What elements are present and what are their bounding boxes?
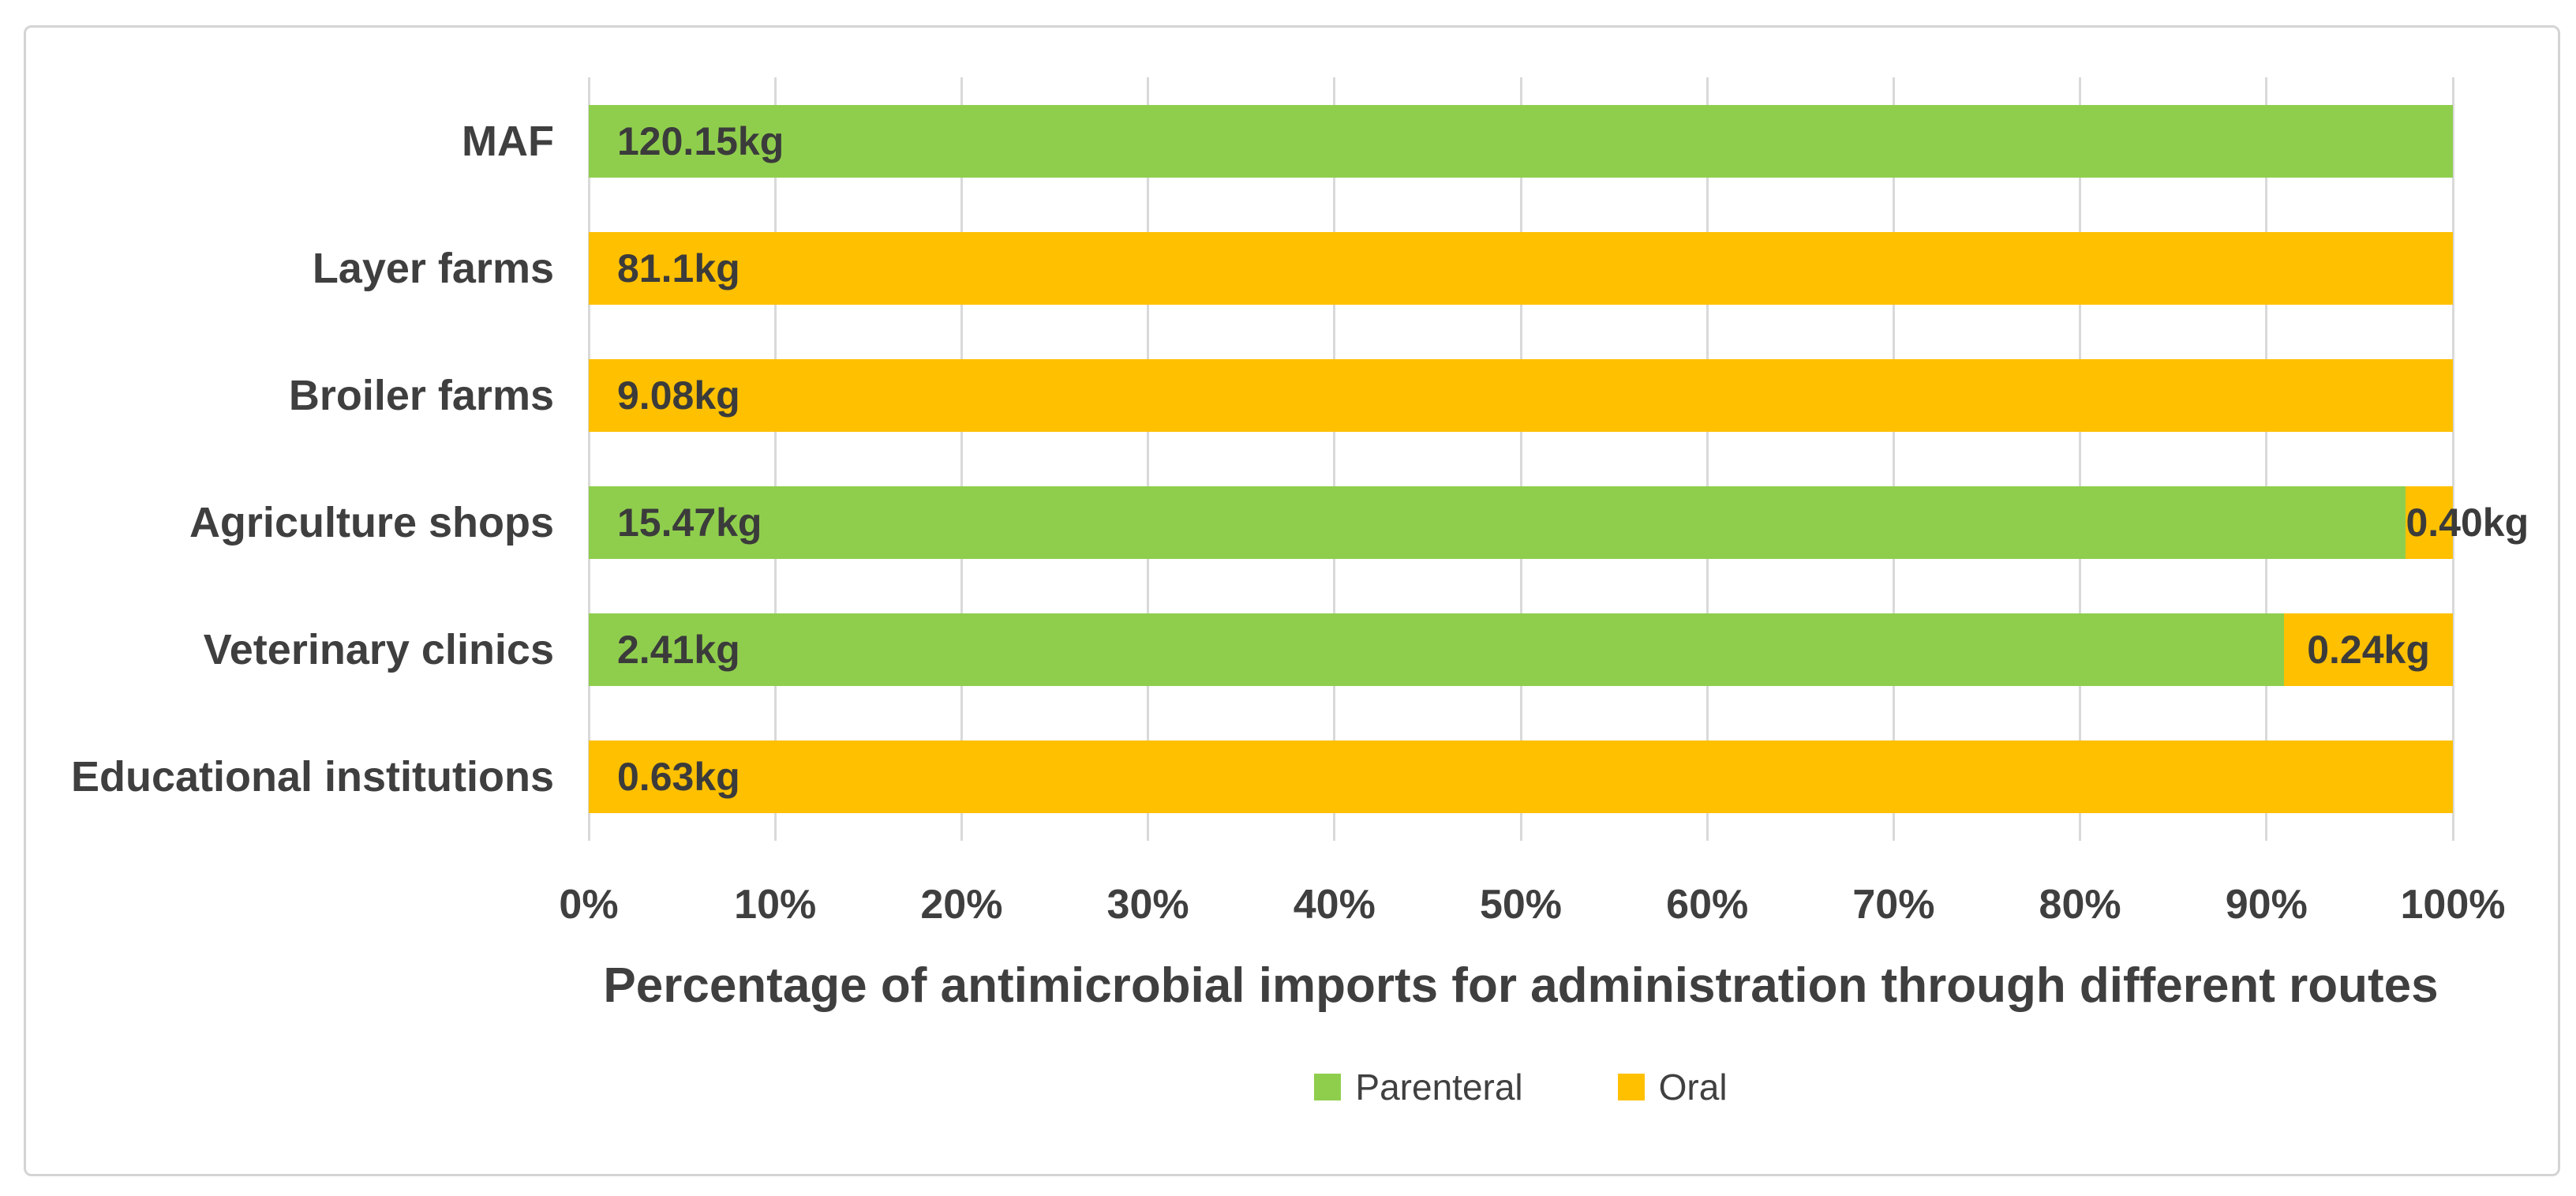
x-tick-label: 20% bbox=[920, 882, 1003, 928]
x-tick-label: 60% bbox=[1666, 882, 1749, 928]
bar-segment-parenteral bbox=[589, 613, 2285, 687]
bar: 120.15kg bbox=[589, 104, 2453, 178]
bar-row: 15.47kg 0.40kg bbox=[589, 459, 2529, 587]
gridline bbox=[2079, 77, 2082, 841]
bar-value-label: 0.24kg bbox=[2307, 628, 2430, 673]
x-tick-label: 0% bbox=[559, 882, 619, 928]
x-tick-label: 80% bbox=[2039, 882, 2121, 928]
x-tick-label: 70% bbox=[1852, 882, 1935, 928]
bar-segment-oral bbox=[589, 231, 2453, 305]
x-tick-label: 40% bbox=[1293, 882, 1376, 928]
gridline bbox=[2265, 77, 2268, 841]
category-label: Educational institutions bbox=[70, 753, 554, 801]
x-axis-title: Percentage of antimicrobial imports for … bbox=[603, 958, 2439, 1013]
bar-row: 2.41kg 0.24kg bbox=[589, 587, 2453, 714]
bar: 81.1kg bbox=[589, 231, 2453, 305]
gridline bbox=[1892, 77, 1895, 841]
gridline bbox=[2451, 77, 2454, 841]
gridline bbox=[1705, 77, 1709, 841]
bar-segment-parenteral bbox=[589, 486, 2406, 560]
category-label-row: MAF bbox=[26, 77, 564, 204]
bar: 15.47kg 0.40kg bbox=[589, 486, 2529, 560]
category-label-row: Agriculture shops bbox=[26, 459, 564, 587]
x-tick-label: 10% bbox=[734, 882, 817, 928]
bar-value-label: 120.15kg bbox=[617, 118, 784, 163]
gridline bbox=[587, 77, 590, 841]
gridline bbox=[1147, 77, 1150, 841]
category-label-row: Educational institutions bbox=[26, 714, 564, 841]
x-tick-label: 30% bbox=[1106, 882, 1189, 928]
legend-swatch-parenteral bbox=[1314, 1074, 1342, 1100]
legend: Parenteral Oral bbox=[589, 1066, 2453, 1108]
x-tick-label: 100% bbox=[2400, 882, 2506, 928]
gridline bbox=[1519, 77, 1522, 841]
bar-value-label: 2.41kg bbox=[617, 628, 740, 673]
bar-value-label: 0.40kg bbox=[2406, 501, 2529, 546]
gridline bbox=[960, 77, 963, 841]
bar-value-label: 9.08kg bbox=[617, 373, 740, 418]
bar-value-label: 15.47kg bbox=[617, 501, 762, 546]
bar: 2.41kg 0.24kg bbox=[589, 613, 2453, 687]
bar-row: 0.63kg bbox=[589, 714, 2453, 841]
bar-value-label: 81.1kg bbox=[617, 246, 740, 291]
bar-segment-oral bbox=[589, 740, 2453, 814]
category-label: Broiler farms bbox=[288, 371, 554, 419]
bar: 9.08kg bbox=[589, 358, 2453, 432]
bar-value-label: 0.63kg bbox=[617, 755, 740, 800]
category-axis: MAF Layer farms Broiler farms Agriculture s… bbox=[26, 77, 564, 841]
bar-rows: 120.15kg 81.1kg 9.08kg 15.47kg 0.40kg 2.41kg 0… bbox=[589, 77, 2529, 841]
legend-item-parenteral: Parenteral bbox=[1314, 1066, 1523, 1108]
legend-item-oral: Oral bbox=[1617, 1066, 1728, 1108]
bar-segment-parenteral bbox=[589, 104, 2453, 178]
legend-swatch-oral bbox=[1617, 1074, 1645, 1100]
category-label-row: Veterinary clinics bbox=[26, 587, 564, 714]
category-label: Layer farms bbox=[312, 244, 554, 292]
x-tick-label: 50% bbox=[1479, 882, 1563, 928]
bar: 0.63kg bbox=[589, 740, 2453, 814]
bar-segment-oral bbox=[2284, 613, 2453, 687]
legend-label: Oral bbox=[1658, 1067, 1728, 1108]
category-label: MAF bbox=[462, 117, 554, 165]
bar-segment-oral bbox=[2406, 486, 2453, 560]
bar-row: 120.15kg bbox=[589, 77, 2453, 204]
bar-row: 9.08kg bbox=[589, 332, 2453, 459]
category-label-row: Layer farms bbox=[26, 204, 564, 332]
bar-segment-oral bbox=[589, 358, 2453, 432]
category-label-row: Broiler farms bbox=[26, 332, 564, 459]
category-label: Veterinary clinics bbox=[203, 626, 554, 674]
x-axis-ticks: 0% 10% 20% 30% 40% 50% 60% 70% 80% 90% 100% bbox=[559, 881, 2505, 936]
legend-label: Parenteral bbox=[1355, 1067, 1523, 1108]
x-tick-label: 90% bbox=[2225, 882, 2308, 928]
bar-row: 81.1kg bbox=[589, 204, 2453, 332]
plot-area: 120.15kg 81.1kg 9.08kg 15.47kg 0.40kg 2.41kg 0… bbox=[587, 77, 2529, 841]
chart-figure: MAF Layer farms Broiler farms Agriculture s… bbox=[24, 25, 2560, 1176]
category-label: Agriculture shops bbox=[189, 499, 554, 547]
gridline bbox=[1333, 77, 1336, 841]
gridline bbox=[773, 77, 777, 841]
